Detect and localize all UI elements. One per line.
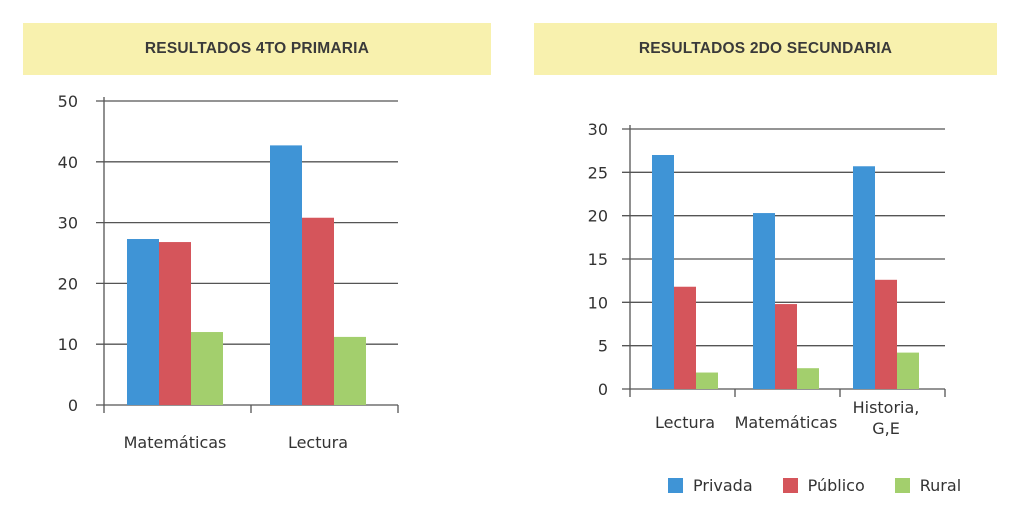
category-label-1-2-line1: G,E bbox=[872, 419, 900, 438]
category-label-1-2-line0: Historia, bbox=[853, 398, 920, 417]
ytick-label-1-0: 0 bbox=[598, 380, 608, 399]
chart-title-primaria-banner: RESULTADOS 4TO PRIMARIA bbox=[23, 23, 491, 75]
legend-label-rural: Rural bbox=[919, 476, 962, 495]
ytick-label-0-4: 40 bbox=[58, 153, 78, 172]
bar-1-rural-0 bbox=[696, 372, 718, 389]
bar-1-público-0 bbox=[674, 286, 696, 389]
ytick-label-1-1: 5 bbox=[598, 337, 608, 356]
legend-item-publico: Público bbox=[782, 476, 865, 495]
legend-label-publico: Público bbox=[807, 476, 865, 495]
legend-swatch-privada bbox=[668, 478, 683, 493]
legend: Privada Público Rural bbox=[668, 476, 991, 495]
bar-0-rural-1 bbox=[334, 336, 366, 405]
ytick-label-1-4: 20 bbox=[588, 207, 608, 226]
chart-title-secundaria: RESULTADOS 2DO SECUNDARIA bbox=[638, 40, 893, 57]
category-label-0-1: Lectura bbox=[288, 433, 348, 452]
ytick-label-1-3: 15 bbox=[588, 250, 608, 269]
bar-0-privada-1 bbox=[270, 145, 302, 405]
bar-0-privada-0 bbox=[127, 239, 159, 405]
bar-1-privada-1 bbox=[753, 213, 775, 389]
chart-title-primaria: RESULTADOS 4TO PRIMARIA bbox=[144, 40, 370, 57]
bar-1-público-1 bbox=[775, 304, 797, 389]
bar-1-privada-2 bbox=[853, 166, 875, 389]
ytick-label-1-5: 25 bbox=[588, 163, 608, 182]
legend-item-privada: Privada bbox=[668, 476, 753, 495]
ytick-label-0-0: 0 bbox=[68, 396, 78, 415]
ytick-label-1-6: 30 bbox=[588, 120, 608, 139]
bar-0-rural-0 bbox=[191, 332, 223, 405]
bar-1-rural-1 bbox=[797, 368, 819, 389]
bar-0-público-0 bbox=[159, 242, 191, 405]
category-label-1-0: Lectura bbox=[655, 413, 715, 432]
category-label-1-1: Matemáticas bbox=[735, 413, 838, 432]
bar-1-público-2 bbox=[875, 279, 897, 389]
legend-item-rural: Rural bbox=[894, 476, 962, 495]
bar-1-privada-0 bbox=[652, 155, 674, 389]
ytick-label-1-2: 10 bbox=[588, 293, 608, 312]
legend-swatch-rural bbox=[894, 478, 910, 493]
legend-swatch-publico bbox=[782, 478, 798, 493]
ytick-label-0-1: 10 bbox=[58, 335, 78, 354]
ytick-label-0-3: 30 bbox=[58, 214, 78, 233]
ytick-label-0-2: 20 bbox=[58, 274, 78, 293]
legend-label-privada: Privada bbox=[693, 476, 753, 495]
ytick-label-0-5: 50 bbox=[58, 92, 78, 111]
category-label-0-0: Matemáticas bbox=[124, 433, 227, 452]
bar-1-rural-2 bbox=[897, 352, 919, 389]
chart-title-secundaria-banner: RESULTADOS 2DO SECUNDARIA bbox=[534, 23, 997, 75]
bar-0-público-1 bbox=[302, 217, 334, 405]
